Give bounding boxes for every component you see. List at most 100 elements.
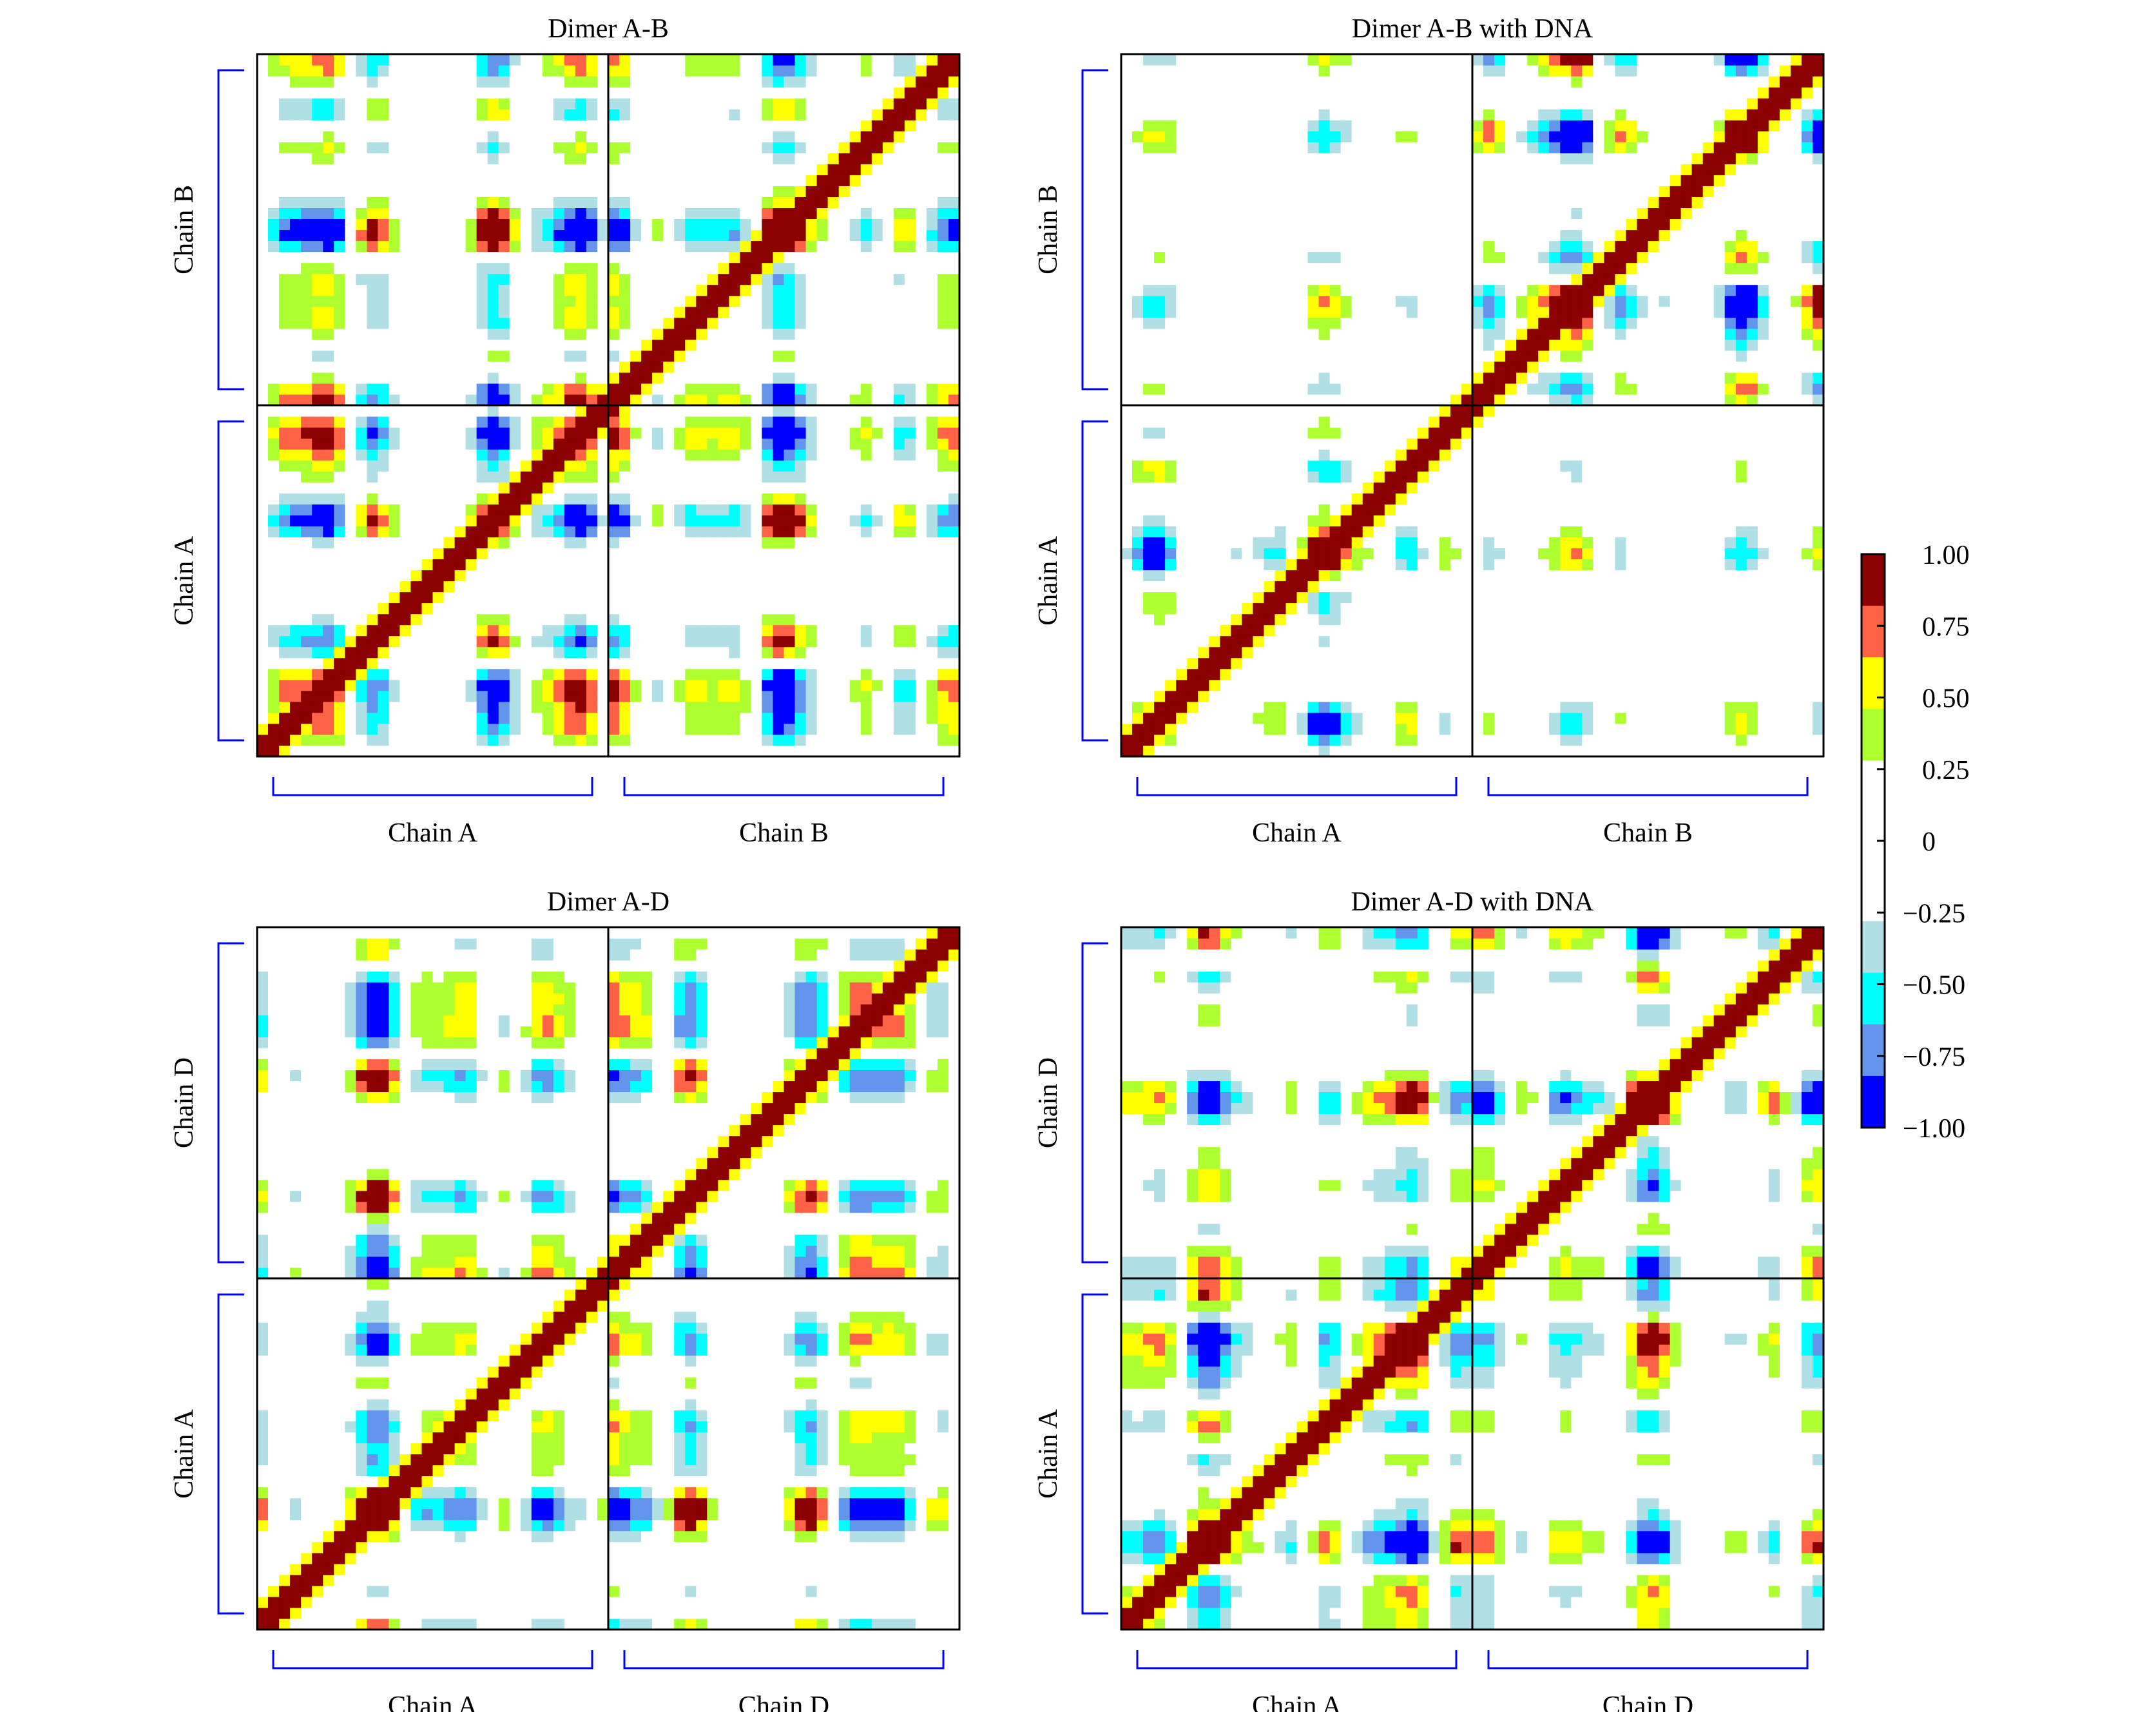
heatmap-cell [444,493,456,505]
heatmap-cell [499,427,510,439]
heatmap-cell [597,603,609,615]
heatmap-cell [938,702,949,713]
heatmap-cell [1483,745,1495,757]
heatmap-cell [663,296,675,307]
heatmap-cell [586,197,598,208]
heatmap-cell [510,713,521,724]
heatmap-cell [685,636,697,648]
heatmap-cell [564,98,576,110]
heatmap-cell [806,98,818,110]
heatmap-cell [389,548,400,559]
y-bracket [218,70,244,389]
heatmap-cell [1494,713,1506,724]
heatmap-cell [817,318,829,329]
heatmap-cell [356,351,367,362]
heatmap-cell [389,98,400,110]
heatmap-cell [1747,647,1758,659]
heatmap-cell [707,460,718,472]
heatmap-cell [433,263,445,274]
heatmap-cell [751,691,762,702]
heatmap-cell [323,274,334,285]
heatmap-cell [323,669,334,680]
heatmap-cell [872,493,883,505]
heatmap-cell [367,735,378,746]
heatmap-cell [685,493,697,505]
heatmap-cell [773,537,785,548]
heatmap-cell [839,219,851,231]
heatmap-cell [597,537,609,548]
heatmap-cell [1297,614,1309,626]
heatmap-cell [707,394,718,406]
heatmap-cell [532,449,543,461]
heatmap-cell [641,460,653,472]
heatmap-cell [1429,625,1440,637]
heatmap-cell [1418,735,1429,746]
heatmap-cell [1692,658,1704,669]
heatmap-cell [279,175,291,186]
heatmap-cell [773,186,785,197]
heatmap-cell [861,175,872,186]
heatmap-cell [652,131,664,142]
heatmap-cell [597,372,609,384]
heatmap-cell [707,581,718,593]
heatmap-cell [696,164,707,175]
heatmap-cell [729,614,740,626]
heatmap-cell [345,471,356,483]
heatmap-cell [1626,702,1637,713]
heatmap-cell [1736,658,1747,669]
heatmap-cell [356,581,367,593]
heatmap-cell [1461,691,1473,702]
heatmap-cell [795,724,807,735]
heatmap-cell [894,636,905,648]
heatmap-cell [301,691,313,702]
heatmap-cell [422,636,434,648]
heatmap-cell [619,230,631,242]
heatmap-cell [861,76,872,88]
heatmap-cell [323,131,334,142]
heatmap-cell [532,361,543,373]
heatmap-cell [729,713,740,724]
heatmap-cell [1604,724,1615,735]
heatmap-cell [301,109,313,120]
heatmap-cell [290,241,302,253]
heatmap-cell [894,285,905,296]
heatmap-cell [707,449,718,461]
heatmap-cell [850,713,861,724]
heatmap-cell [663,329,675,340]
heatmap-cell [729,87,740,99]
heatmap-panel-1: Dimer A-BChain A Chain BChain AChain B [169,14,960,848]
heatmap-cell [499,307,510,318]
heatmap-cell [1582,702,1593,713]
heatmap-cell [367,197,378,208]
heatmap-cell [1176,724,1188,735]
heatmap-cell [1538,636,1550,648]
heatmap-cell [916,702,927,713]
heatmap-cell [948,54,960,66]
heatmap-cell [1198,724,1209,735]
heatmap-cell [564,691,576,702]
heatmap-cell [378,724,389,735]
heatmap-cell [916,658,927,669]
heatmap-cell [948,471,960,483]
heatmap-cell [861,405,872,417]
heatmap-cell [1396,680,1407,691]
heatmap-cell [410,252,422,264]
heatmap-cell [630,219,642,231]
heatmap-cell [334,252,345,264]
heatmap-cell [543,724,554,735]
heatmap-cell [1385,702,1396,713]
heatmap-cell [477,65,488,77]
heatmap-cell [652,548,664,559]
heatmap-cell [740,175,751,186]
heatmap-cell [729,504,740,515]
heatmap-cell [883,526,894,537]
heatmap-cell [521,207,532,219]
heatmap-cell [751,658,762,669]
heatmap-cell [784,109,796,120]
heatmap-cell [389,109,400,120]
heatmap-cell [784,405,796,417]
heatmap-cell [608,614,620,626]
heatmap-cell [1725,680,1737,691]
heatmap-cell [795,482,807,494]
heatmap-cell [466,471,477,483]
